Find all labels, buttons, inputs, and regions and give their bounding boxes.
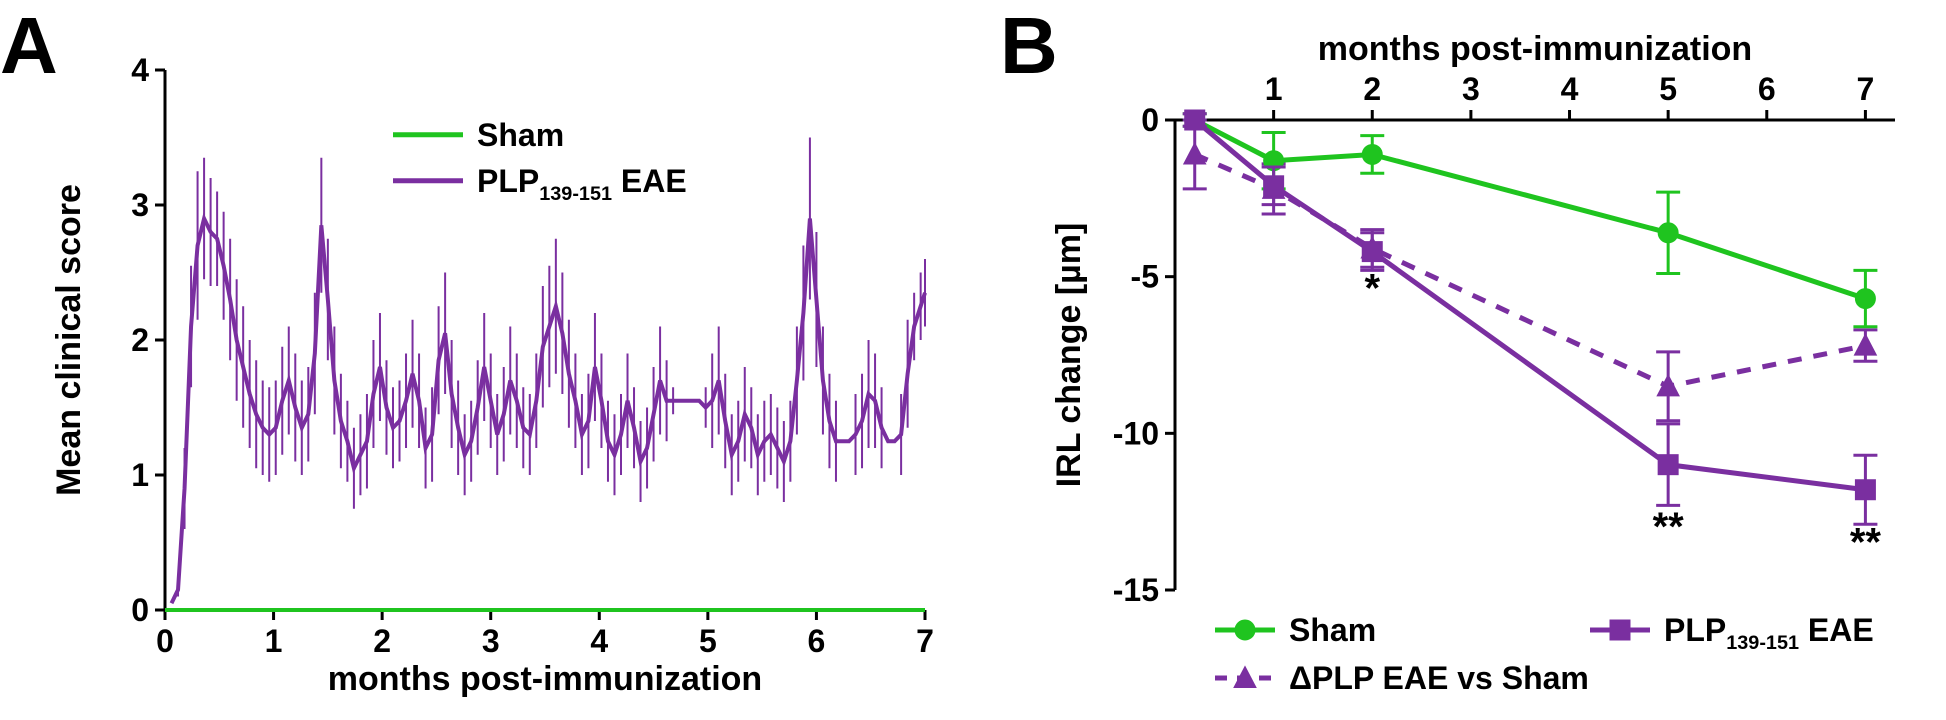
svg-text:Sham: Sham	[1289, 612, 1376, 648]
panel-a-chart: 0 1 2 3 4 0 1 2 3 4 5 6 7 months post-immunization Mea…	[0, 0, 965, 720]
svg-text:PLP139-151 EAE: PLP139-151 EAE	[477, 163, 687, 205]
svg-text:-10: -10	[1113, 415, 1159, 451]
svg-text:-5: -5	[1131, 259, 1159, 295]
svg-text:IRL change [µm]: IRL change [µm]	[1050, 223, 1088, 488]
svg-text:4: 4	[590, 623, 608, 659]
panel-b-chart: 1 2 3 4 5 6 7 months post-immunization 0 -5 -10 -15…	[1000, 0, 1946, 718]
svg-text:1: 1	[265, 623, 283, 659]
svg-text:3: 3	[1462, 71, 1480, 107]
svg-text:2: 2	[373, 623, 391, 659]
svg-text:6: 6	[1758, 71, 1776, 107]
svg-text:PLP139-151 EAE: PLP139-151 EAE	[1664, 612, 1874, 654]
svg-text:*: *	[1364, 267, 1380, 311]
svg-text:7: 7	[916, 623, 934, 659]
svg-text:4: 4	[131, 52, 149, 88]
svg-text:ΔPLP EAE vs Sham: ΔPLP EAE vs Sham	[1289, 660, 1589, 696]
svg-text:5: 5	[699, 623, 717, 659]
svg-text:**: **	[1850, 521, 1882, 565]
svg-text:4: 4	[1561, 71, 1579, 107]
svg-text:5: 5	[1659, 71, 1677, 107]
svg-text:Sham: Sham	[477, 117, 564, 153]
svg-text:2: 2	[131, 322, 149, 358]
svg-text:-15: -15	[1113, 572, 1159, 608]
svg-text:months post-immunization: months post-immunization	[328, 660, 762, 698]
svg-text:0: 0	[156, 623, 174, 659]
svg-text:months post-immunization: months post-immunization	[1318, 30, 1752, 68]
svg-text:3: 3	[482, 623, 500, 659]
svg-text:0: 0	[1141, 102, 1159, 138]
svg-text:2: 2	[1363, 71, 1381, 107]
svg-text:7: 7	[1857, 71, 1875, 107]
svg-text:Mean clinical score: Mean clinical score	[50, 184, 88, 496]
svg-text:**: **	[1653, 505, 1685, 549]
svg-text:0: 0	[131, 592, 149, 628]
svg-text:1: 1	[131, 457, 149, 493]
svg-text:3: 3	[131, 187, 149, 223]
figure-root: A B 0123401234567months post-immunizatio…	[0, 0, 1946, 718]
svg-text:6: 6	[808, 623, 826, 659]
svg-text:1: 1	[1265, 71, 1283, 107]
